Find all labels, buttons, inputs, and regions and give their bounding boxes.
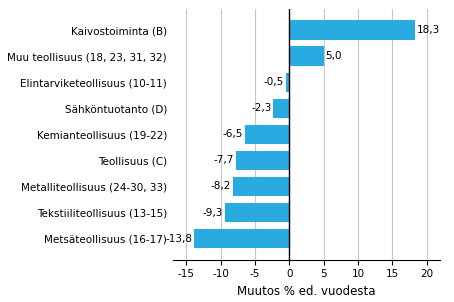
Bar xyxy=(286,72,289,92)
Text: -8,2: -8,2 xyxy=(211,182,231,191)
Text: -7,7: -7,7 xyxy=(214,156,234,165)
Text: -13,8: -13,8 xyxy=(165,233,192,243)
Text: 5,0: 5,0 xyxy=(326,51,342,61)
Bar xyxy=(233,177,289,196)
Bar xyxy=(245,125,289,144)
Bar xyxy=(225,203,289,222)
X-axis label: Muutos % ed. vuodesta: Muutos % ed. vuodesta xyxy=(237,285,376,298)
Text: -0,5: -0,5 xyxy=(263,77,284,87)
Text: -2,3: -2,3 xyxy=(251,103,271,113)
Text: -6,5: -6,5 xyxy=(222,129,242,140)
Bar xyxy=(273,98,289,118)
Bar xyxy=(289,21,415,40)
Text: 18,3: 18,3 xyxy=(417,25,440,35)
Bar xyxy=(289,47,324,66)
Bar xyxy=(194,229,289,248)
Text: -9,3: -9,3 xyxy=(203,207,223,217)
Bar xyxy=(237,151,289,170)
